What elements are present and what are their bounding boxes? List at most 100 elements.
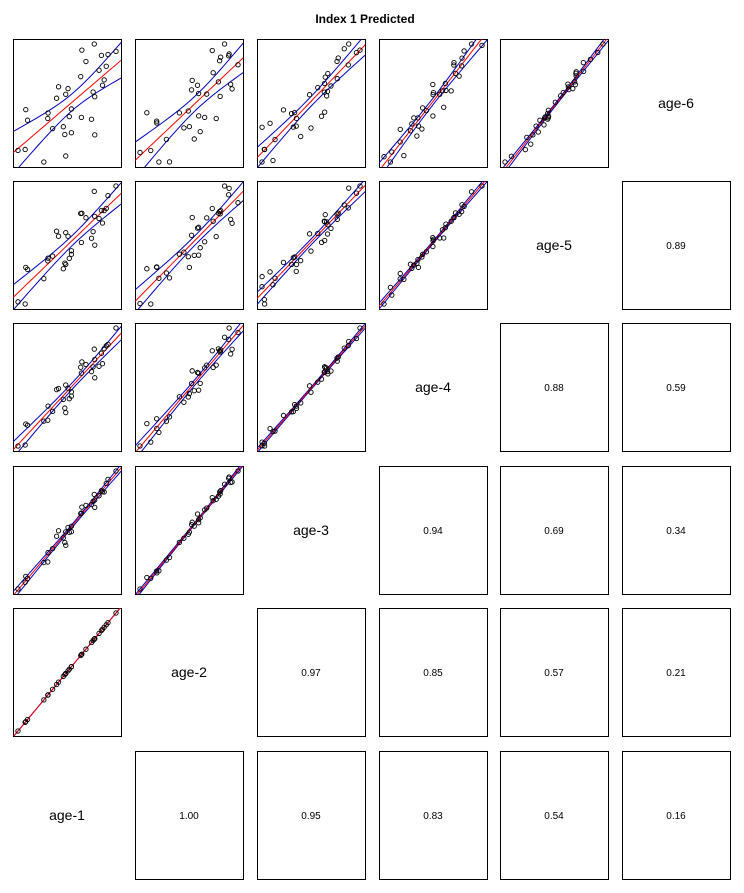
variable-label-age-4: age-4 [415, 379, 451, 395]
data-point [345, 205, 351, 211]
data-point [23, 106, 29, 113]
data-point [448, 88, 454, 94]
data-point [411, 115, 417, 121]
data-point [288, 409, 295, 415]
correlation-value-age-2-age-3: 0.97 [301, 668, 321, 679]
data-point [461, 48, 467, 54]
confidence-band-lower [258, 327, 365, 451]
panel-frame [379, 39, 488, 168]
panel-frame [379, 751, 488, 880]
data-point [270, 282, 276, 288]
data-point [468, 189, 475, 195]
data-point [62, 260, 68, 266]
data-point [261, 443, 268, 449]
data-point [91, 491, 97, 498]
data-point [166, 159, 173, 165]
data-point [99, 82, 106, 88]
data-point [96, 493, 102, 499]
data-point [298, 258, 304, 264]
data-point [98, 350, 105, 356]
data-point [328, 83, 334, 89]
data-point [63, 542, 69, 548]
data-point [78, 510, 84, 517]
scatter-panel-age-3-vs-age-2 [135, 466, 243, 594]
data-point [154, 570, 160, 576]
panel-frame [257, 181, 366, 310]
data-point [353, 335, 360, 342]
data-point [357, 183, 363, 189]
data-point [22, 442, 28, 448]
data-point [572, 81, 579, 88]
confidence-band-lower [257, 191, 365, 306]
data-point [90, 89, 96, 95]
variable-label-age-2: age-2 [171, 664, 207, 680]
data-point [308, 125, 314, 131]
data-point [197, 245, 203, 251]
data-point [221, 183, 228, 189]
data-point [267, 426, 273, 432]
panel-frame [622, 323, 731, 452]
data-point [387, 159, 394, 165]
data-point [181, 125, 187, 131]
data-point [315, 85, 321, 91]
panel-frame [135, 466, 244, 595]
confidence-band-upper [257, 39, 363, 149]
data-point [430, 89, 437, 96]
data-point [63, 382, 69, 388]
data-point [113, 468, 119, 474]
data-point [217, 93, 223, 99]
data-point [544, 116, 551, 122]
data-point [334, 358, 340, 364]
data-point [570, 86, 576, 92]
data-point [533, 123, 539, 129]
data-point [580, 59, 586, 66]
data-point [181, 399, 187, 405]
data-point [166, 554, 173, 561]
data-point [324, 231, 331, 237]
data-point [456, 211, 462, 217]
data-point [176, 251, 183, 257]
data-point [204, 505, 210, 511]
data-point [442, 225, 448, 231]
scatter-panel-age-4-vs-age-3 [257, 323, 365, 451]
data-point [163, 136, 170, 143]
panel-frame [622, 181, 731, 310]
fit-line [257, 184, 365, 300]
data-point [15, 147, 21, 154]
confidence-band-upper [257, 181, 365, 294]
data-point [63, 230, 69, 236]
panel-frame [257, 751, 366, 880]
data-point [83, 215, 89, 221]
data-point [216, 348, 223, 354]
data-point [103, 63, 109, 69]
data-point [101, 489, 107, 495]
scatter-panel-age-5-vs-age-2 [135, 181, 243, 309]
data-point [451, 62, 457, 68]
data-point [181, 535, 187, 541]
data-point [321, 364, 328, 370]
data-point [226, 53, 232, 59]
data-point [41, 697, 47, 703]
data-point [185, 108, 191, 114]
data-point [261, 301, 268, 307]
chart-title: Index 1 Predicted [315, 12, 415, 26]
data-point [98, 627, 105, 634]
data-point [341, 46, 347, 52]
data-point [419, 126, 425, 132]
scatter-panel-age-6-vs-age-1 [13, 41, 121, 167]
data-point [45, 255, 51, 261]
data-point [209, 205, 215, 212]
data-point [325, 70, 331, 77]
data-point [49, 253, 56, 259]
data-point [113, 325, 119, 331]
data-point [291, 401, 298, 408]
data-point [508, 153, 515, 159]
data-point [78, 370, 85, 376]
data-point [321, 369, 327, 375]
data-point [68, 130, 75, 136]
data-point [221, 41, 228, 47]
data-point [328, 225, 334, 232]
data-point [79, 651, 85, 657]
panel-frame [622, 466, 731, 595]
data-point [176, 110, 183, 116]
